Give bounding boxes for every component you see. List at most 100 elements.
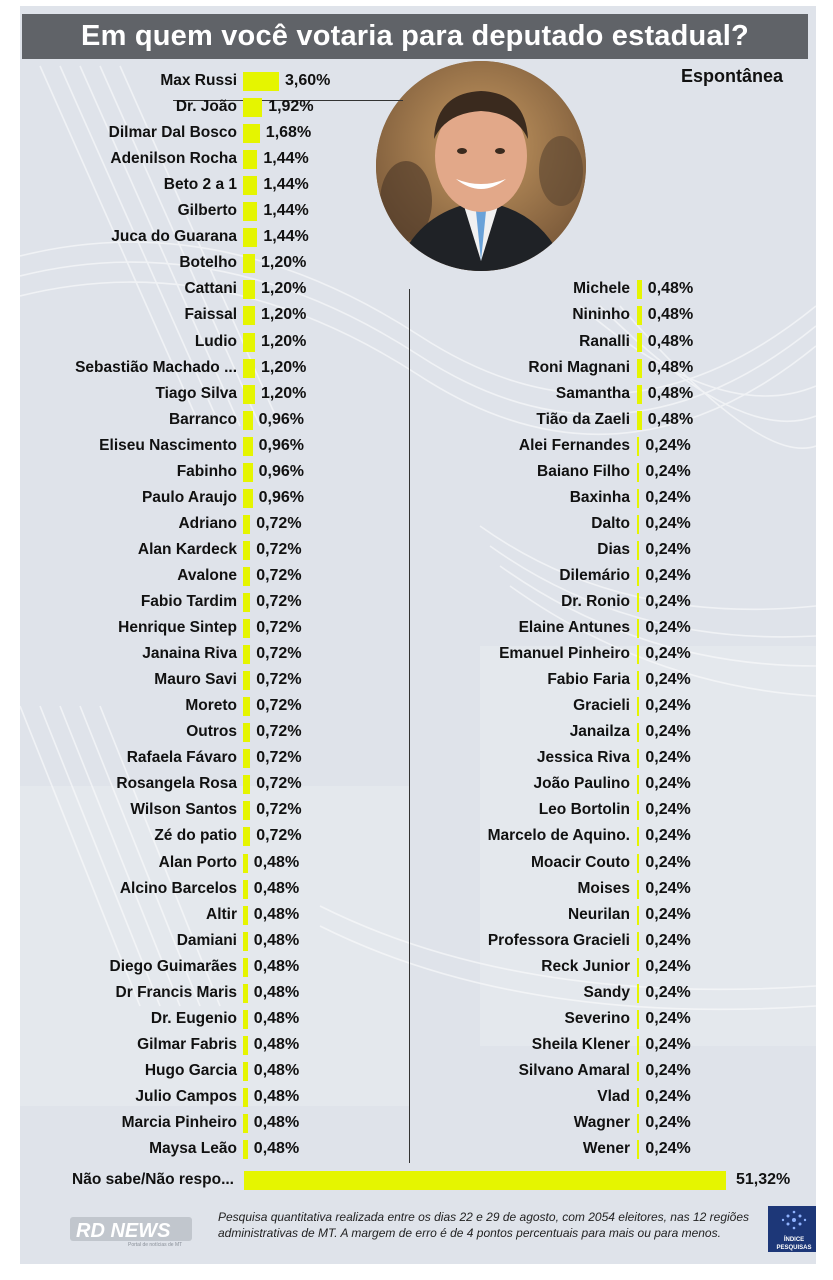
bar [243, 775, 251, 795]
bar-row: Gracieli 0,24% [20, 694, 816, 718]
bar-label: Adriano [178, 514, 237, 532]
bar-row: Altir 0,48% [20, 903, 816, 927]
bar-label: Gilberto [177, 202, 237, 220]
bar [243, 1140, 248, 1160]
bar [637, 645, 640, 665]
bar-label: Alei Fernandes [518, 436, 630, 454]
bar [243, 254, 255, 274]
bar-label: Moises [577, 879, 630, 897]
bar [637, 593, 640, 612]
bar-value-label: 0,96% [258, 488, 304, 506]
bar-value-label: 0,72% [256, 775, 302, 793]
bar-row: Silvano Amaral 0,24% [20, 1059, 816, 1083]
bar-row: Fabinho 0,96% [20, 460, 816, 484]
bar-row: Damiani 0,48% [20, 929, 816, 953]
bar-row: Moreto 0,72% [20, 694, 816, 718]
bar [637, 358, 642, 378]
bar-label: Reck Junior [541, 957, 630, 975]
bar-label: Dias [597, 540, 630, 558]
bar-value-label: 0,24% [645, 879, 691, 897]
bar-value-label: 0,24% [645, 983, 691, 1001]
bar [243, 72, 279, 91]
bar [637, 801, 640, 821]
bar [243, 540, 251, 560]
leader-underline [173, 100, 403, 101]
bar [243, 98, 263, 118]
bar-label: Altir [206, 905, 237, 923]
bar-row: Alan Porto 0,48% [20, 851, 816, 875]
bar [637, 1009, 640, 1029]
bar [243, 931, 248, 951]
bar [637, 462, 640, 482]
bar [243, 983, 248, 1003]
bar-value-label: 0,24% [645, 957, 691, 975]
rd-news-logo: RD NEWS Portal de notícias de MT [70, 1217, 192, 1248]
bar-value-label: 1,92% [268, 98, 314, 116]
bar-label: Julio Campos [135, 1087, 237, 1105]
bar-value-label: 0,48% [647, 280, 694, 298]
bar-row: Ranalli 0,48% [20, 330, 816, 354]
bar-row: Gilberto 1,44% [20, 199, 816, 223]
bar [637, 853, 640, 873]
bar-value-label: 0,24% [645, 593, 691, 610]
bar-row: Dilmar Dal Bosco 1,68% [20, 121, 816, 145]
bar-row: Roni Magnani 0,48% [20, 356, 816, 380]
bar [243, 879, 248, 899]
bar [243, 723, 251, 743]
bar-value-label: 1,44% [263, 202, 309, 220]
bar-value-label: 0,24% [645, 514, 691, 532]
bar-label: Fabinho [176, 462, 237, 480]
bar-row: Faissal 1,20% [20, 303, 816, 327]
bar-value-label: 0,72% [256, 723, 302, 741]
bar-row: Tiago Silva 1,20% [20, 382, 816, 406]
bar-row: Elaine Antunes 0,24% [20, 616, 816, 640]
bar-row: Dr Francis Maris 0,48% [20, 981, 816, 1005]
bar-row: Vlad 0,24% [20, 1085, 816, 1109]
bar-value-label: 0,24% [645, 905, 691, 923]
bar [244, 1171, 726, 1190]
bar-value-label: 0,96% [258, 410, 304, 428]
bar-label: Barranco [168, 410, 237, 428]
bar-label: Wener [582, 1140, 630, 1158]
bar-row: Moises 0,24% [20, 877, 816, 901]
bar-label: Sheila Klener [531, 1035, 630, 1053]
bar-row: Emanuel Pinheiro 0,24% [20, 642, 816, 666]
bar-row: Dr. Ronio 0,24% [20, 590, 816, 614]
bar-label: Janailza [569, 723, 630, 741]
bar-label: Ludio [194, 332, 237, 350]
chart-subtitle: Espontânea [680, 66, 783, 86]
bar [637, 1114, 640, 1133]
bar-row: Neurilan 0,24% [20, 903, 816, 927]
bar-label: Wagner [573, 1114, 630, 1131]
bar-label: Nininho [572, 306, 630, 324]
chart-title: Em quem você votaria para deputado estad… [81, 20, 749, 52]
bar-value-label: 0,48% [647, 332, 694, 350]
bar-value-label: 0,72% [256, 801, 302, 819]
bar-label: Outros [186, 723, 237, 741]
bar-value-label: 0,48% [647, 384, 694, 402]
bar-label: Sandy [583, 983, 630, 1001]
title-bar: Em quem você votaria para deputado estad… [22, 14, 808, 59]
bar [637, 931, 640, 951]
bar-label: Jessica Riva [536, 749, 630, 767]
bar-row: Gilmar Fabris 0,48% [20, 1033, 816, 1057]
bar-label: Dilemário [559, 566, 630, 584]
bar [243, 514, 251, 534]
bar-row: Cattani 1,20% [20, 277, 816, 301]
bar-row: Baiano Filho 0,24% [20, 460, 816, 484]
bar [637, 957, 640, 977]
bar-row: Sheila Klener 0,24% [20, 1033, 816, 1057]
bar [243, 1061, 248, 1081]
bar-label: Wilson Santos [130, 801, 237, 819]
bar-value-label: 0,24% [645, 1087, 691, 1105]
bar-value-label: 0,48% [253, 957, 300, 975]
bar-label: Ranalli [579, 332, 630, 350]
bar-row: Diego Guimarães 0,48% [20, 955, 816, 979]
bar [243, 280, 255, 300]
bar-label: Dr. Ronio [561, 593, 630, 610]
bar [243, 488, 253, 508]
bar-label: Sebastião Machado ... [75, 358, 237, 376]
bar-label: Severino [564, 1009, 630, 1027]
indice-logo-subtext: PESQUISAS [776, 1245, 812, 1251]
bar [637, 540, 640, 560]
